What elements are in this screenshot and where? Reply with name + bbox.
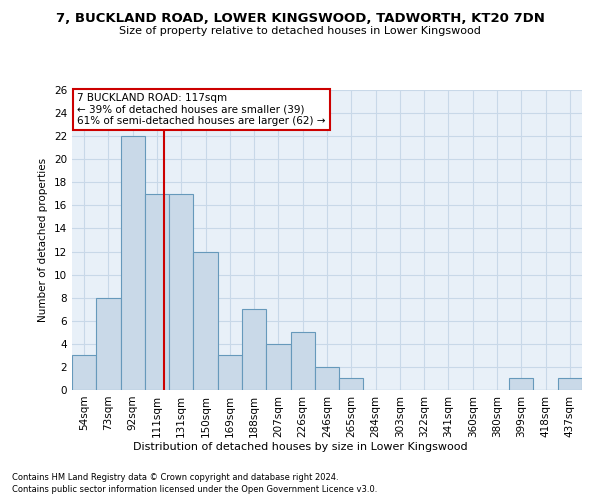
Bar <box>193 252 218 390</box>
Y-axis label: Number of detached properties: Number of detached properties <box>38 158 49 322</box>
Bar <box>145 194 169 390</box>
Bar <box>558 378 582 390</box>
Bar <box>290 332 315 390</box>
Bar <box>339 378 364 390</box>
Bar <box>96 298 121 390</box>
Text: Size of property relative to detached houses in Lower Kingswood: Size of property relative to detached ho… <box>119 26 481 36</box>
Bar <box>72 356 96 390</box>
Bar <box>218 356 242 390</box>
Text: 7 BUCKLAND ROAD: 117sqm
← 39% of detached houses are smaller (39)
61% of semi-de: 7 BUCKLAND ROAD: 117sqm ← 39% of detache… <box>77 93 326 126</box>
Bar <box>169 194 193 390</box>
Text: Contains HM Land Registry data © Crown copyright and database right 2024.: Contains HM Land Registry data © Crown c… <box>12 472 338 482</box>
Bar <box>266 344 290 390</box>
Bar <box>242 309 266 390</box>
Bar <box>509 378 533 390</box>
Text: 7, BUCKLAND ROAD, LOWER KINGSWOOD, TADWORTH, KT20 7DN: 7, BUCKLAND ROAD, LOWER KINGSWOOD, TADWO… <box>56 12 544 26</box>
Bar <box>315 367 339 390</box>
Bar <box>121 136 145 390</box>
Text: Contains public sector information licensed under the Open Government Licence v3: Contains public sector information licen… <box>12 485 377 494</box>
Text: Distribution of detached houses by size in Lower Kingswood: Distribution of detached houses by size … <box>133 442 467 452</box>
